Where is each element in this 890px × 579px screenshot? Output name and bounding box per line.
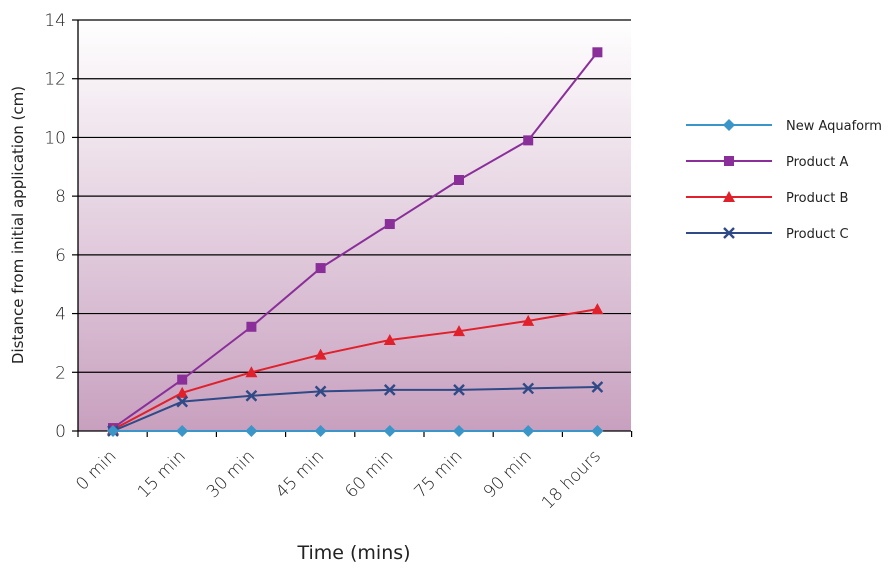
y-tick-label: 12 <box>44 70 66 90</box>
data-point-product-c <box>383 384 396 396</box>
plot-area <box>78 20 631 431</box>
data-point-product-a <box>177 374 188 385</box>
legend-label: Product B <box>786 191 848 206</box>
data-point-new-aquaform <box>107 425 119 437</box>
data-point-product-c <box>245 389 258 402</box>
data-point-product-b <box>245 366 258 378</box>
y-axis-title: Distance from initial application (cm) <box>9 86 27 364</box>
x-tick-label: 45 min <box>272 446 328 502</box>
legend-item-product-a: Product A <box>686 155 848 170</box>
data-point-product-a <box>454 174 464 185</box>
series-line-product-c <box>112 385 598 432</box>
data-point-product-a <box>315 263 326 274</box>
x-marker-stroke <box>723 227 735 239</box>
data-point-new-aquaform <box>245 425 258 437</box>
data-point-product-c <box>591 381 604 393</box>
legend-marker <box>723 227 735 239</box>
x-marker-stroke <box>314 385 327 398</box>
x-marker-stroke <box>383 384 396 396</box>
y-tick-label: 8 <box>55 187 66 207</box>
data-point-product-b <box>314 348 327 360</box>
data-point-new-aquaform <box>383 425 396 437</box>
legend-item-new-aquaform: New Aquaform <box>686 119 882 134</box>
gridlines <box>78 19 631 373</box>
x-tick-label: 60 min <box>341 446 397 502</box>
x-tick-label: 90 min <box>480 446 536 502</box>
x-tick-label: 15 min <box>134 446 190 502</box>
legend-item-product-c: Product C <box>686 227 849 242</box>
series-new-aquaform <box>107 425 604 437</box>
data-point-product-a <box>592 47 603 58</box>
x-marker-stroke <box>453 384 465 396</box>
series-line-product-b <box>112 308 598 431</box>
legend-marker <box>723 191 735 202</box>
data-point-product-a <box>523 135 534 146</box>
legend-marker <box>724 156 734 166</box>
x-axis-title: Time (mins) <box>296 542 410 564</box>
y-tick-label: 14 <box>44 11 66 31</box>
y-tick-label: 0 <box>55 422 66 442</box>
y-tick-label: 4 <box>55 305 66 325</box>
data-point-product-c <box>314 385 327 398</box>
data-point-product-c <box>522 382 535 395</box>
data-point-product-c <box>453 384 465 396</box>
data-point-product-c <box>176 395 189 408</box>
data-point-new-aquaform <box>176 425 189 437</box>
data-point-product-b <box>383 333 396 345</box>
data-point-new-aquaform <box>453 425 465 437</box>
data-point-product-a <box>246 321 257 332</box>
legend-label: Product C <box>786 227 849 242</box>
legend: New Aquaform Product A Product B Product C <box>686 119 882 242</box>
data-point-product-b <box>591 303 604 315</box>
x-tick-label: 30 min <box>203 446 259 502</box>
data-point-product-a <box>384 219 395 230</box>
legend-marker <box>723 119 735 131</box>
data-point-product-b <box>176 386 189 398</box>
x-marker-stroke <box>522 382 535 395</box>
data-point-new-aquaform <box>522 425 535 437</box>
data-point-new-aquaform <box>314 425 327 437</box>
data-point-product-b <box>453 325 465 337</box>
x-tick-labels: 0 min 15 min 30 min 45 min 60 min 75 min 90 mi… <box>72 446 605 513</box>
legend-label: Product A <box>786 155 848 170</box>
y-tick-label: 10 <box>44 128 66 148</box>
data-point-new-aquaform <box>591 425 604 437</box>
x-marker-stroke <box>176 395 189 408</box>
x-tick-label: 0 min <box>72 446 120 494</box>
y-tick-label: 2 <box>55 363 66 383</box>
legend-item-product-b: Product B <box>686 191 848 206</box>
x-tick-label: 75 min <box>411 446 467 502</box>
y-tick-labels: 0 2 4 6 8 10 12 14 <box>44 11 66 442</box>
x-marker-stroke <box>591 381 604 393</box>
y-tick-label: 6 <box>55 246 66 266</box>
legend-label: New Aquaform <box>786 119 882 134</box>
series-line-product-a <box>112 51 599 429</box>
x-tick-label: 18 hours <box>538 446 605 513</box>
data-point-product-b <box>522 314 535 326</box>
series-layer <box>107 47 604 437</box>
x-marker-stroke <box>245 389 258 402</box>
series-product-b <box>107 303 604 435</box>
